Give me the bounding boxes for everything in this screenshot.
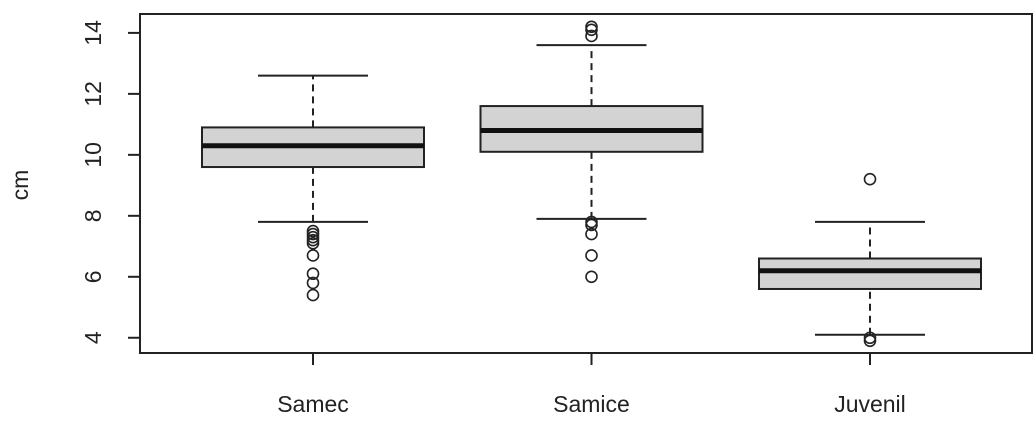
plot-frame: [139, 13, 1033, 354]
y-tick-label: 12: [80, 81, 106, 107]
x-tick-label: Samice: [553, 391, 630, 417]
outlier: [585, 249, 598, 262]
outlier: [585, 29, 598, 43]
outlier: [585, 270, 598, 284]
y-tick-label: 6: [80, 270, 106, 283]
y-axis-label: cm: [7, 170, 33, 201]
x-tick-label: Samec: [277, 391, 349, 417]
outlier: [585, 218, 598, 232]
outlier: [585, 23, 598, 37]
outlier: [306, 236, 320, 250]
outlier: [585, 227, 598, 241]
outlier: [306, 267, 320, 281]
outlier: [306, 249, 320, 262]
y-tick-label: 14: [80, 20, 106, 46]
box: [758, 257, 982, 290]
outlier: [306, 288, 320, 302]
outlier: [863, 172, 877, 186]
y-tick-label: 4: [80, 331, 106, 344]
outlier: [306, 276, 320, 290]
y-tick-label: 8: [80, 209, 106, 222]
outlier: [863, 334, 877, 348]
y-tick-label: 10: [80, 142, 106, 168]
x-tick-label: Juvenil: [834, 391, 906, 417]
